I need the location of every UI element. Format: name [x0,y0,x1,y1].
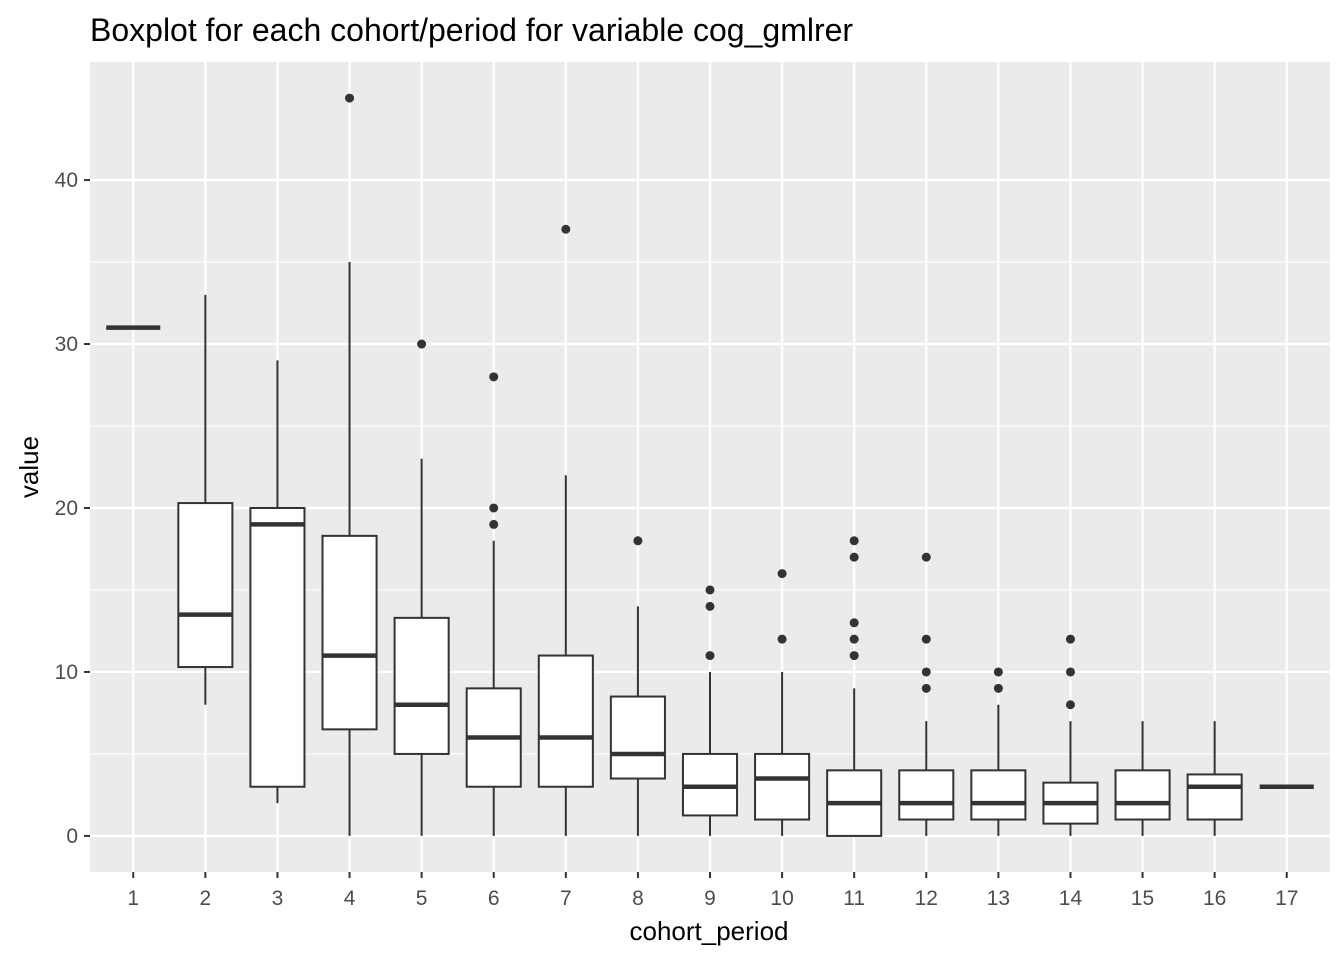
box-11 [826,536,883,837]
box-iqr [321,534,378,731]
box-13 [970,667,1027,836]
outlier-point [849,536,859,546]
x-tick-label: 9 [704,887,716,910]
outlier-point [777,634,787,644]
y-tick-label: 40 [55,169,78,192]
box-iqr [177,502,234,669]
box-iqr [609,695,666,780]
y-tick-label: 0 [66,825,78,848]
box-iqr [249,506,306,788]
x-axis: 1 2 3 4 5 6 7 8 9 10 11 12 13 14 15 16 17 [127,872,1298,910]
x-tick-label: 17 [1275,887,1298,910]
x-tick-label: 2 [200,887,212,910]
box-3 [249,360,306,804]
outlier-point [849,552,859,562]
box-16 [1186,721,1243,836]
outlier-point [489,503,499,513]
box-2 [177,294,234,705]
outlier-point [777,569,787,579]
outlier-point [705,601,715,611]
x-tick-label: 6 [488,887,500,910]
chart-title: Boxplot for each cohort/period for varia… [90,12,853,48]
y-axis-title: value [14,436,44,498]
outlier-point [921,552,931,562]
box-iqr [1114,769,1171,821]
x-tick-label: 10 [770,887,793,910]
x-tick-label: 14 [1059,887,1083,910]
x-tick-label: 7 [560,887,572,910]
outlier-point [561,224,571,234]
box-10 [754,569,811,836]
box-4 [321,93,378,836]
outlier-point [489,372,499,382]
x-axis-title: cohort_period [630,916,789,946]
box-15 [1114,721,1171,836]
box-8 [609,536,666,836]
x-tick-label: 3 [272,887,284,910]
outlier-point [705,585,715,595]
x-tick-label: 15 [1131,887,1154,910]
y-tick-label: 30 [55,333,78,356]
x-tick-label: 11 [843,887,865,910]
box-iqr [898,769,955,821]
box-9 [681,585,739,836]
outlier-point [1065,667,1075,677]
x-tick-label: 13 [987,887,1010,910]
box-iqr [1186,773,1243,821]
outlier-point [1065,700,1075,710]
x-tick-label: 1 [127,887,139,910]
outlier-point [849,634,859,644]
outlier-point [921,683,931,693]
y-tick-label: 20 [55,497,78,520]
outlier-point [993,683,1003,693]
box-iqr [754,752,811,821]
box-12 [898,552,955,836]
outlier-point [1065,634,1075,644]
box-6 [465,372,522,836]
box-iqr [970,769,1027,821]
x-tick-label: 12 [915,887,938,910]
outlier-point [993,667,1003,677]
x-tick-label: 16 [1203,887,1226,910]
box-iqr [393,616,450,755]
y-axis: 0 10 20 30 40 [55,169,90,848]
outlier-point [489,519,499,529]
outlier-point [849,618,859,628]
x-tick-label: 5 [416,887,428,910]
outlier-point [921,667,931,677]
outlier-point [345,93,355,103]
box-14 [1042,634,1099,836]
y-tick-label: 10 [55,661,78,684]
x-tick-label: 8 [632,887,644,910]
outlier-point [705,651,715,661]
outlier-point [633,536,643,546]
outlier-point [849,651,859,661]
box-5 [393,339,450,836]
outlier-point [417,339,427,349]
box-iqr [537,654,594,788]
x-tick-label: 4 [344,887,356,910]
boxes-layer [106,93,1314,837]
box-7 [537,224,594,836]
outlier-point [921,634,931,644]
